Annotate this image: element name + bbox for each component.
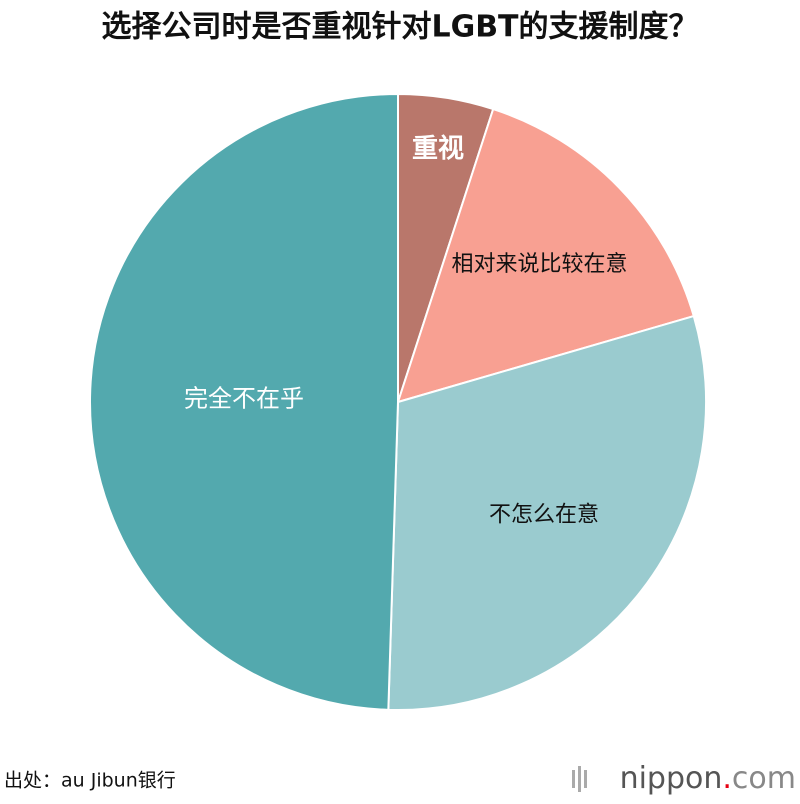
logo: nippon.com [620,761,796,796]
pie-slice [89,92,399,711]
pie-slice [387,314,707,711]
pie-slice [396,107,696,404]
slice-label: 相对来说比较在意 [452,252,628,277]
slice-label: 不怎么在意 [489,502,599,527]
logo-part: nippon [620,761,723,796]
source: 出处：au Jibun银行 [4,770,176,792]
slice-label: 完全不在乎 [184,385,304,413]
logo-mark [572,766,587,792]
slice-label: 重视 [412,134,464,164]
logo-part: com [732,761,796,796]
chart-title: 选择公司时是否重视针对LGBT的支援制度？ [101,10,698,45]
logo-part: . [722,761,732,796]
